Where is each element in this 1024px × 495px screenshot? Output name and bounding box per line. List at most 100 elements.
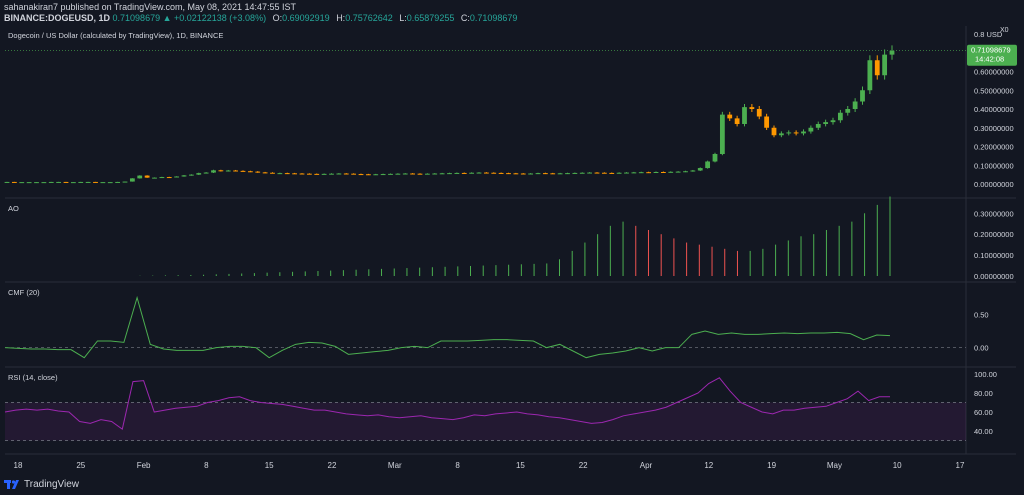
candle-body (321, 173, 327, 175)
candle-body (78, 181, 84, 183)
candle-body (314, 173, 320, 175)
candle-body (34, 182, 39, 184)
scale-button: X0 (1000, 27, 1009, 34)
ao-y-tick: 0.20000000 (974, 230, 1014, 239)
candle-body (542, 173, 548, 175)
candle-body (233, 170, 239, 172)
candle-body (137, 175, 143, 179)
candle-body (211, 170, 216, 173)
footer-brand[interactable]: TradingView (24, 478, 80, 490)
cmf-y-tick: 0.50 (974, 310, 989, 319)
open-value: 0.69092919 (282, 13, 330, 23)
candle-body (675, 171, 681, 173)
candle-body (550, 173, 556, 175)
candle-body (646, 172, 652, 174)
candle-body (786, 132, 792, 134)
candle-body (882, 54, 888, 76)
candle-body (395, 173, 401, 175)
main-chart-title: Dogecoin / US Dollar (calculated by Trad… (8, 31, 223, 40)
candle-body (513, 173, 519, 175)
candle-body (520, 173, 526, 175)
candle-body (343, 173, 349, 175)
cmf-line (4, 295, 891, 359)
candle-body (188, 174, 194, 176)
rsi-y-tick: 100.00 (974, 370, 997, 379)
candle-body (292, 173, 298, 175)
candle-body (454, 172, 460, 174)
candle-body (830, 120, 836, 123)
candle-body (631, 172, 637, 174)
candle-body (874, 60, 880, 76)
ao-y-tick: 0.30000000 (974, 209, 1014, 218)
rsi-y-tick: 40.00 (974, 427, 993, 436)
main-y-tick: 0.20000000 (974, 143, 1014, 152)
x-axis-tick: 25 (76, 461, 85, 470)
candle-body (19, 182, 25, 184)
main-y-tick: 0.8 USD (974, 30, 1003, 39)
candle-body (41, 182, 47, 184)
candle-body (609, 172, 615, 174)
candle-body (115, 181, 121, 183)
candle-body (587, 172, 593, 174)
candle-body (601, 172, 607, 174)
candle-body (742, 107, 747, 124)
last-price-badge (967, 44, 1017, 66)
candle-body (557, 173, 563, 175)
x-axis-tick: 22 (579, 461, 588, 470)
rsi-line (4, 377, 890, 430)
tradingview-logo-icon (4, 480, 19, 489)
ohlc-legend: BINANCE:DOGEUSD, 1D 0.71098679 ▲ +0.0212… (4, 13, 517, 23)
candle-body (624, 172, 629, 174)
chart-area[interactable]: Dogecoin / US Dollar (calculated by Trad… (0, 26, 1024, 476)
candle-body (845, 109, 851, 113)
x-axis-tick: Feb (137, 461, 151, 470)
candle-body (653, 172, 659, 173)
candle-body (719, 114, 725, 154)
candle-body (63, 181, 69, 183)
x-axis-tick: 17 (956, 461, 965, 470)
close-value: 0.71098679 (469, 13, 518, 23)
candle-body (4, 181, 10, 183)
close-label: C: (460, 13, 470, 23)
candle-body (270, 172, 275, 174)
candle-body (144, 175, 150, 178)
candle-body (734, 118, 740, 124)
candle-body (668, 171, 674, 173)
candle-body (498, 172, 504, 174)
candle-body (616, 172, 622, 174)
candle-body (329, 173, 334, 175)
candle-body (447, 173, 452, 175)
x-axis-tick: 15 (265, 461, 274, 470)
main-y-tick: 0.50000000 (974, 86, 1014, 95)
high-label: H: (336, 13, 346, 23)
candle-body (867, 60, 873, 91)
candle-body (247, 171, 253, 173)
candle-body (491, 172, 497, 174)
candle-body (306, 173, 312, 175)
candle-body (660, 172, 666, 173)
open-label: O: (272, 13, 283, 23)
candle-body (336, 173, 342, 175)
candle-body (166, 177, 172, 179)
low-value: 0.65879255 (406, 13, 455, 23)
candle-body (712, 154, 718, 162)
candle-body (778, 133, 784, 136)
candle-body (358, 174, 364, 176)
candle-body (889, 50, 895, 55)
candle-body (705, 161, 711, 169)
x-axis-tick: 12 (704, 461, 713, 470)
candle-body (240, 170, 246, 172)
candle-body (262, 172, 268, 174)
candle-body (565, 173, 570, 175)
x-axis-tick: 8 (204, 461, 209, 470)
candle-body (203, 172, 209, 174)
last-price-label: 0.71098679 (971, 46, 1011, 55)
candle-body (852, 101, 858, 109)
candle-body (196, 173, 202, 175)
candle-body (225, 170, 231, 172)
candle-body (424, 173, 430, 175)
candle-body (469, 172, 475, 174)
candle-body (860, 90, 865, 102)
rsi-band (5, 402, 966, 441)
candle-body (380, 174, 386, 176)
